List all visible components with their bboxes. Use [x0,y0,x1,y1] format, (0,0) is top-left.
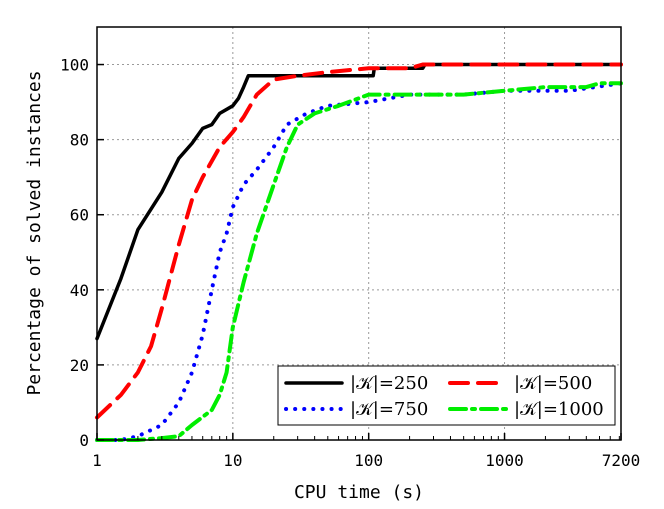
axis-ticks [96,63,622,441]
y-tick-label: 40 [70,281,89,300]
legend-label-3: |𝒦|=750 [350,399,428,420]
legend-box [277,365,616,426]
series-line-1 [95,62,623,341]
tick-labels: 1 10 100 1000 7200 0 20 40 60 80 100 [60,56,640,470]
legend-label-4: |𝒦|=1000 [514,399,604,420]
x-axis-title: CPU time (s) [294,482,424,503]
legend-label-1: |𝒦|=250 [350,373,428,394]
x-tick-label: 10 [223,451,242,470]
x-tick-label: 7200 [602,451,641,470]
y-tick-label: 20 [70,356,89,375]
y-tick-label: 80 [70,131,89,150]
plot-frame [96,26,622,441]
y-tick-label: 60 [70,206,89,225]
y-tick-label: 0 [79,431,89,450]
legend: |𝒦|=250 |𝒦|=500 |𝒦|=750 |𝒦|=1000 [277,365,616,426]
x-tick-label: 100 [354,451,383,470]
y-tick-label: 100 [60,56,89,75]
y-axis-title: Percentage of solved instances [24,70,45,395]
series-line-4 [95,81,623,442]
series-line-2 [95,62,623,420]
legend-label-2: |𝒦|=500 [514,373,592,394]
x-tick-label: 1 [92,451,102,470]
x-tick-label: 1000 [485,451,524,470]
series-lines [95,62,623,442]
